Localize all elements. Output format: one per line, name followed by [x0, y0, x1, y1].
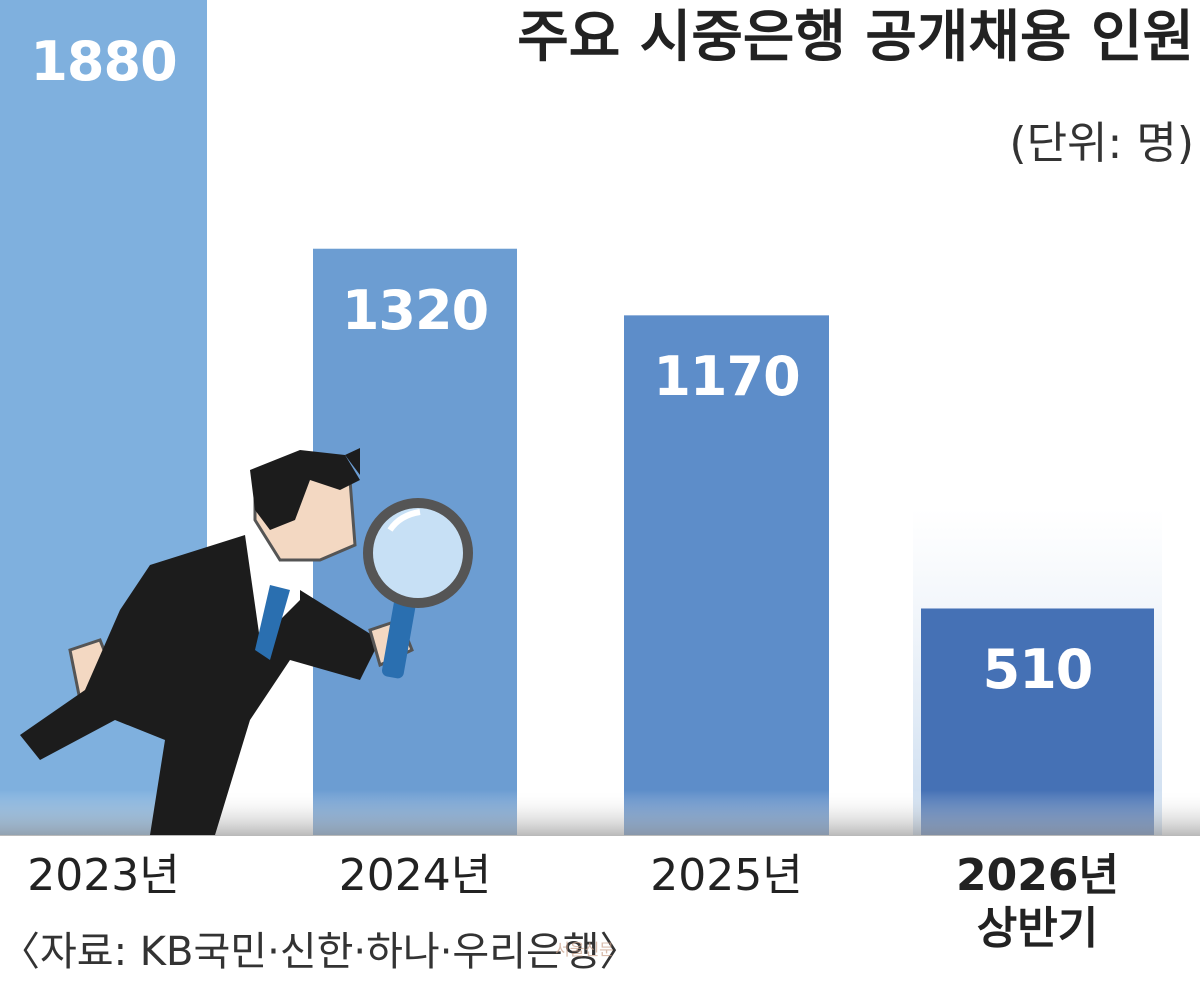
x-tick-label: 2023년 [27, 850, 180, 901]
watermark: 서울신문 [555, 940, 614, 959]
value-label: 1320 [341, 278, 489, 342]
x-tick-label: 2024년 [338, 850, 492, 901]
x-tick-label: 2026년 상반기 [956, 850, 1119, 954]
bar [624, 315, 829, 836]
illustration [20, 448, 473, 835]
unit-label: (단위: 명) [1009, 118, 1194, 169]
value-label: 510 [982, 638, 1094, 702]
source-note: 〈자료: KB국민·신한·하나·우리은행〉 [0, 929, 640, 975]
value-label: 1170 [653, 345, 800, 409]
chart-title: 주요 시중은행 공개채용 인원 [517, 5, 1194, 70]
x-tick-label: 2025년 [650, 850, 803, 901]
value-label: 1880 [30, 30, 177, 93]
